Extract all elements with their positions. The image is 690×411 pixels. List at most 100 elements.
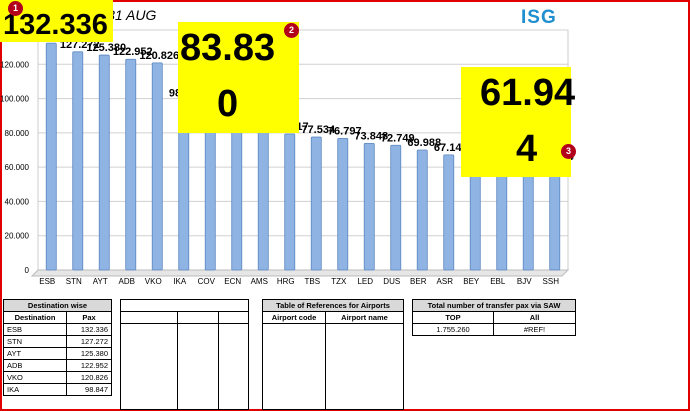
- destination-cell[interactable]: ADB: [2, 359, 68, 372]
- bar-adb: [125, 58, 137, 271]
- bar-ber: [416, 149, 428, 271]
- bar-ecn: [231, 125, 243, 271]
- callout-2-value-line2: 0: [217, 83, 239, 125]
- x-tick-label: ESB: [39, 277, 55, 286]
- bar-bjv: [522, 160, 534, 271]
- x-tick-label: SSH: [543, 277, 560, 286]
- bar-value-label: 76.797: [328, 125, 362, 137]
- pax-cell[interactable]: 122.952: [66, 359, 112, 372]
- callout-2-marker: 2: [284, 23, 299, 38]
- pax-cell[interactable]: 98.847: [66, 383, 112, 396]
- passenger-bar-chart: 0 20.000 40.000 60.000 80.000 100.000 120.000 1…: [0, 26, 574, 286]
- table-row: VKO 120.826: [2, 371, 112, 384]
- destination-cell[interactable]: VKO: [2, 371, 68, 384]
- x-tick-label: EBL: [490, 277, 506, 286]
- bar-ams: [257, 127, 269, 271]
- all-value-cell[interactable]: #REF!: [493, 323, 576, 336]
- empty-grid-header: [120, 299, 249, 312]
- y-tick-label: 120.000: [0, 60, 29, 69]
- pax-cell[interactable]: 125.380: [66, 347, 112, 360]
- callout-3-value-line1: 61.94: [480, 72, 576, 114]
- airport-name-col-header: Airport name: [325, 311, 404, 324]
- pax-cell[interactable]: 127.272: [66, 335, 112, 348]
- x-tick-label: BJV: [517, 277, 532, 286]
- bar-value-label: 120.826: [139, 50, 179, 62]
- x-tick-label: STN: [66, 277, 82, 286]
- bar-vko: [151, 62, 163, 271]
- chart-floor: [30, 269, 570, 277]
- brand-logo: ISG: [521, 7, 557, 28]
- bar-value-label: 73.848: [354, 130, 388, 142]
- x-tick-label: LED: [357, 277, 373, 286]
- table-row: STN 127.272: [2, 335, 112, 348]
- bar-ayt: [98, 54, 110, 271]
- y-tick-label: 60.000: [5, 163, 30, 172]
- y-tick-label: 20.000: [5, 232, 30, 241]
- x-axis-ticks: ESB STN AYT ADB VKO IKA COV ECN AMS HRG TBS TZX LED D…: [39, 277, 559, 286]
- x-tick-label: BEY: [463, 277, 480, 286]
- table-row: IKA 98.847: [2, 383, 112, 396]
- references-table: Table of References for Airports Airport…: [262, 299, 404, 410]
- bar-value-label: 67.148: [434, 142, 468, 154]
- x-tick-label: AMS: [251, 277, 268, 286]
- destination-cell[interactable]: AYT: [2, 347, 68, 360]
- bar-dus: [390, 144, 402, 271]
- all-col-header: All: [493, 311, 576, 324]
- airport-code-col-header: Airport code: [262, 311, 326, 324]
- pax-cell[interactable]: 132.336: [66, 323, 112, 336]
- x-tick-label: IKA: [173, 277, 187, 286]
- callout-3-marker: 3: [561, 144, 576, 159]
- bar-value-label: 122.952: [113, 46, 153, 58]
- y-tick-label: 80.000: [5, 129, 30, 138]
- y-tick-label: 40.000: [5, 197, 30, 206]
- x-tick-label: ADB: [119, 277, 135, 286]
- bar-esb: [45, 42, 57, 271]
- destination-table-title: Destination wise: [3, 299, 112, 312]
- table-row: ADB 122.952: [2, 359, 112, 372]
- x-tick-label: HRG: [277, 277, 295, 286]
- x-tick-label: DUS: [383, 277, 400, 286]
- top-col-header: TOP: [412, 311, 494, 324]
- callout-1-value: 132.336: [3, 9, 108, 41]
- x-tick-label: TZX: [331, 277, 347, 286]
- x-tick-label: TBS: [304, 277, 320, 286]
- bar-value-label: 125.380: [86, 42, 126, 54]
- y-tick-label: 0: [25, 266, 30, 275]
- callout-2-value-line1: 83.83: [180, 27, 276, 69]
- bar-value-label: 69.988: [407, 137, 441, 149]
- destination-cell[interactable]: STN: [2, 335, 68, 348]
- bar-led: [363, 143, 375, 271]
- callout-3-box: [461, 67, 571, 177]
- x-tick-label: ECN: [224, 277, 241, 286]
- bar-cov: [204, 117, 216, 271]
- destination-col-header: Destination: [2, 311, 68, 324]
- x-tick-label: BER: [410, 277, 427, 286]
- chart-bars: [45, 42, 561, 271]
- transfer-pax-table: Total number of transfer pax via SAW TOP…: [412, 299, 576, 336]
- top-value-cell[interactable]: 1.755.260: [412, 323, 494, 336]
- transfer-table-title: Total number of transfer pax via SAW: [412, 299, 576, 312]
- references-table-title: Table of References for Airports: [262, 299, 404, 312]
- destination-cell[interactable]: IKA: [2, 383, 68, 396]
- bar-ssh: [549, 163, 561, 271]
- table-row: ESB 132.336: [2, 323, 112, 336]
- pax-col-header: Pax: [66, 311, 112, 324]
- callout-1-marker: 1: [8, 1, 23, 16]
- bar-tzx: [337, 137, 349, 271]
- bar-asr: [443, 154, 455, 271]
- x-tick-label: COV: [198, 277, 216, 286]
- bar-value-label: 72.749: [381, 132, 415, 144]
- bar-value-label: 77.534: [301, 124, 336, 136]
- y-axis-ticks: 020.00040.00060.00080.000100.000120.0001…: [0, 26, 29, 275]
- x-tick-label: VKO: [145, 277, 162, 286]
- callout-3-value-line2: 4: [516, 128, 538, 170]
- y-tick-label: 100.000: [0, 95, 29, 104]
- empty-grid-table: [120, 299, 249, 410]
- bar-tbs: [310, 136, 322, 271]
- callout-2-box: [178, 22, 299, 133]
- pax-cell[interactable]: 120.826: [66, 371, 112, 384]
- destination-cell[interactable]: ESB: [2, 323, 68, 336]
- table-row: AYT 125.380: [2, 347, 112, 360]
- destination-table: Destination wise Destination Pax ESB 132.…: [2, 299, 112, 396]
